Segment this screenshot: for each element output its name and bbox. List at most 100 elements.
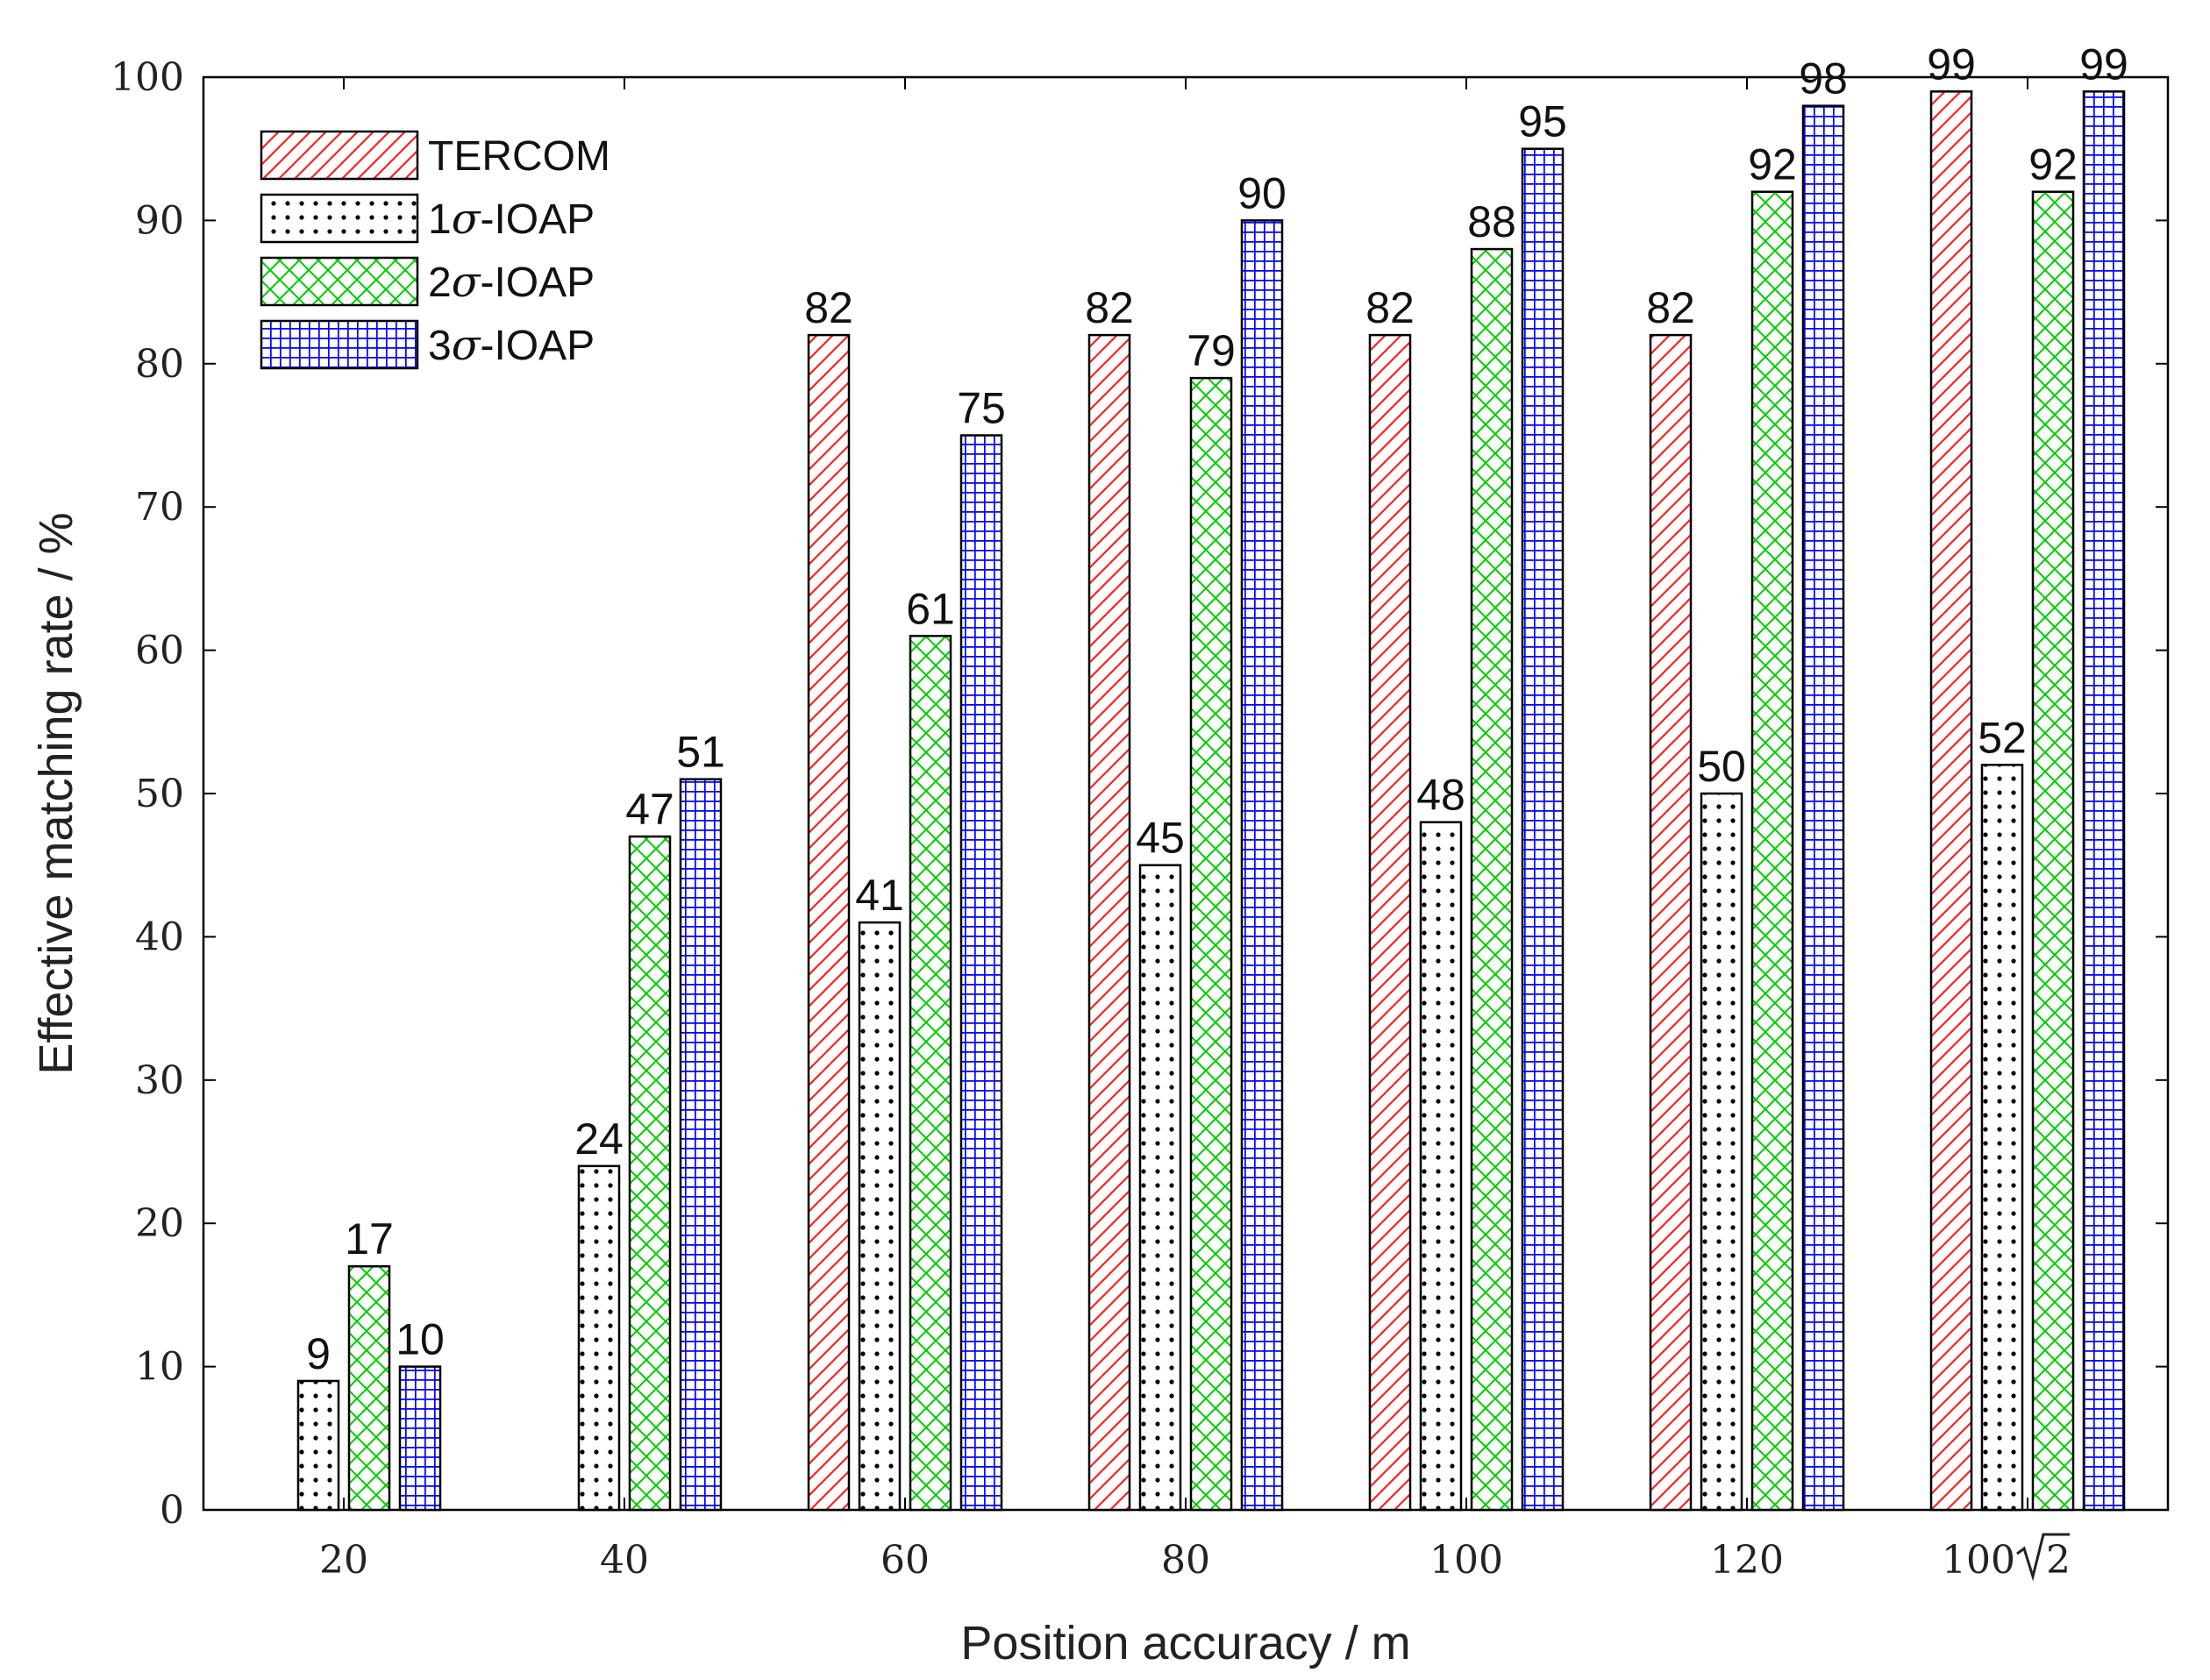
- bar-2σ-IOAP: [1470, 247, 1514, 1512]
- bar-value-label: 82: [1085, 283, 1134, 332]
- bar-3σ-IOAP: [398, 1365, 442, 1512]
- y-tick-label: 40: [135, 915, 184, 959]
- bar-value-label: 90: [1237, 168, 1287, 217]
- bar-1σ-IOAP: [296, 1379, 340, 1512]
- bar-value-label: 99: [1927, 39, 1976, 89]
- y-tick-label: 100: [110, 55, 184, 100]
- legend-swatch: [260, 256, 419, 307]
- bar-2σ-IOAP: [347, 1264, 391, 1512]
- bar-value-label: 52: [1978, 713, 2027, 762]
- bar-value-label: 41: [855, 871, 904, 920]
- bar-value-label: 82: [1646, 283, 1695, 332]
- legend-label-suffix: -IOAP: [480, 196, 595, 243]
- x-tick-label-radicand: 2: [2046, 1538, 2071, 1583]
- bar-1σ-IOAP: [858, 921, 902, 1512]
- bar-2σ-IOAP: [1750, 190, 1794, 1512]
- bar-value-label: 10: [396, 1315, 445, 1364]
- bar-value-label: 48: [1416, 771, 1465, 820]
- legend-swatch: [260, 319, 419, 370]
- y-tick-label: 90: [135, 198, 184, 243]
- bar-value-label: 95: [1518, 97, 1567, 146]
- x-tick-label: 60: [880, 1538, 930, 1583]
- y-tick-label: 20: [135, 1201, 184, 1246]
- bar-2σ-IOAP: [1189, 376, 1233, 1512]
- x-tick-label: 20: [319, 1538, 368, 1583]
- bar-3σ-IOAP: [2082, 90, 2126, 1512]
- bar-value-label: 51: [676, 728, 725, 777]
- y-axis: 0 10 20 30 40 50 60 70 80 90 100: [110, 55, 2168, 1533]
- bar-value-label: 92: [2028, 140, 2078, 189]
- x-tick-label-base: 100: [1942, 1538, 2015, 1583]
- bar-value-label: 45: [1136, 814, 1185, 863]
- legend-label-prefix: 2: [428, 260, 452, 306]
- bar-series: [296, 90, 2126, 1512]
- x-tick-label: 120: [1710, 1538, 1784, 1583]
- legend-label-suffix: TERCOM: [428, 133, 610, 180]
- x-axis: 20 40 60 80 100 120 100 2: [319, 77, 2071, 1583]
- bar-1σ-IOAP: [1138, 864, 1182, 1512]
- x-tick-label: 80: [1161, 1538, 1210, 1583]
- bar-value-label: 88: [1467, 197, 1516, 246]
- y-tick-label: 30: [135, 1058, 184, 1103]
- bar-1σ-IOAP: [577, 1164, 621, 1512]
- bar-2σ-IOAP: [2031, 190, 2075, 1512]
- bar-TERCOM: [1929, 90, 1973, 1512]
- legend-label-prefix: 1: [428, 196, 452, 243]
- bar-value-label: 75: [957, 384, 1006, 433]
- legend-label-sigma: σ: [452, 195, 481, 244]
- y-axis-label: Effective matching rate / %: [30, 512, 82, 1074]
- bar-1σ-IOAP: [1700, 792, 1743, 1512]
- legend-label: 2σ-IOAP: [428, 258, 595, 307]
- legend-label: 3σ-IOAP: [428, 321, 595, 370]
- legend-swatch: [260, 130, 419, 181]
- legend-label: 1σ-IOAP: [428, 195, 595, 244]
- y-tick-label: 60: [135, 629, 184, 673]
- legend-label: TERCOM: [428, 133, 610, 180]
- bar-3σ-IOAP: [1240, 219, 1284, 1512]
- bar-3σ-IOAP: [1521, 147, 1565, 1512]
- bar-TERCOM: [1087, 333, 1131, 1512]
- legend-label-prefix: 3: [428, 323, 452, 369]
- x-tick-label: 100: [1429, 1538, 1503, 1583]
- bar-value-label: 82: [804, 283, 853, 332]
- bar-2σ-IOAP: [628, 835, 672, 1512]
- bar-value-label: 79: [1187, 326, 1236, 375]
- legend-label-suffix: -IOAP: [480, 323, 595, 369]
- legend-label-sigma: σ: [452, 258, 481, 307]
- x-tick-label: 40: [600, 1538, 649, 1583]
- sqrt-symbol: [2016, 1533, 2070, 1582]
- bar-1σ-IOAP: [1419, 821, 1463, 1512]
- bar-1σ-IOAP: [1980, 764, 2024, 1512]
- bar-3σ-IOAP: [1801, 104, 1845, 1512]
- bar-value-label: 92: [1748, 140, 1797, 189]
- bar-value-label: 47: [625, 785, 674, 834]
- x-tick-label: 100 2: [1942, 1533, 2071, 1583]
- bar-value-label: 9: [306, 1329, 331, 1378]
- y-tick-label: 10: [135, 1345, 184, 1390]
- bar-TERCOM: [1368, 333, 1412, 1512]
- bar-value-label: 99: [2079, 39, 2128, 89]
- bar-2σ-IOAP: [909, 635, 952, 1512]
- legend-swatch: [260, 193, 419, 244]
- bar-3σ-IOAP: [959, 434, 1003, 1512]
- bar-value-label: 82: [1365, 283, 1415, 332]
- y-tick-label: 80: [135, 342, 184, 387]
- bar-value-label: 98: [1799, 54, 1848, 103]
- bar-TERCOM: [1649, 333, 1693, 1512]
- bar-TERCOM: [807, 333, 851, 1512]
- x-axis-label: Position accuracy / m: [960, 1617, 1410, 1669]
- bar-value-label: 61: [906, 584, 955, 633]
- y-tick-label: 0: [160, 1488, 184, 1533]
- legend-label-suffix: -IOAP: [480, 260, 595, 306]
- y-tick-label: 50: [135, 772, 184, 816]
- y-tick-label: 70: [135, 485, 184, 530]
- bar-value-label: 50: [1697, 742, 1746, 791]
- bar-3σ-IOAP: [679, 778, 723, 1512]
- legend-label-sigma: σ: [452, 321, 481, 370]
- bar-value-label: 17: [345, 1214, 394, 1264]
- bar-value-label: 24: [574, 1114, 624, 1164]
